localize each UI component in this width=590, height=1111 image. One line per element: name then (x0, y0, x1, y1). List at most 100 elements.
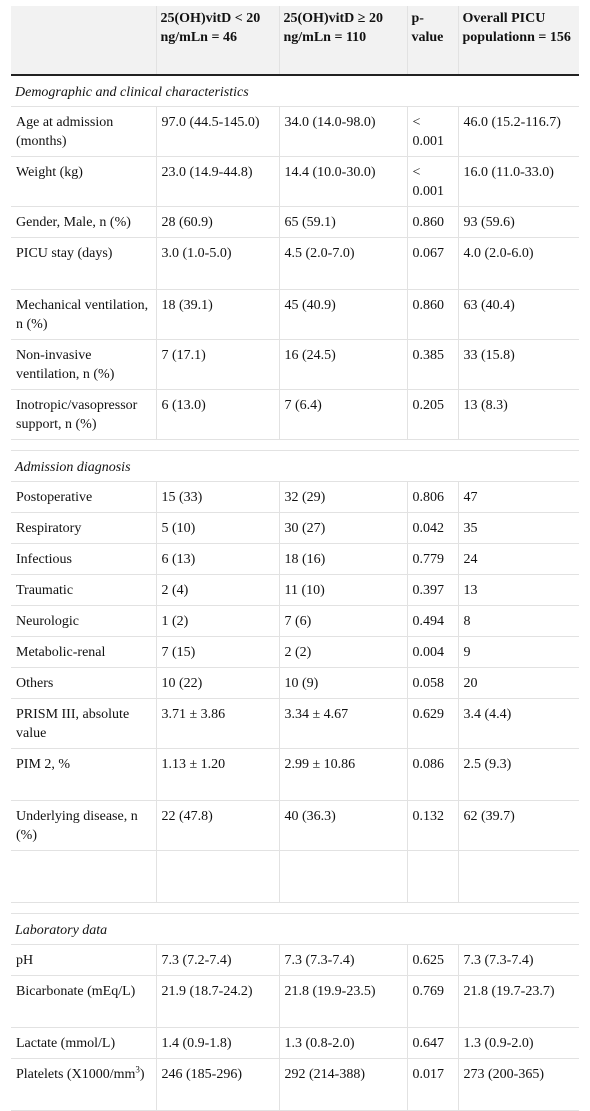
cell-overall: 3.4 (4.4) (457, 698, 579, 749)
cell-ge20: 34.0 (14.0-98.0) (278, 106, 407, 157)
cell-overall: 2.5 (9.3) (457, 748, 579, 801)
section-title: Admission diagnosis (11, 450, 579, 482)
section-header-row: Demographic and clinical characteristics (11, 75, 579, 107)
row-label: pH (11, 944, 156, 976)
table-row: Platelets (X1000/mm3) 246 (185-296) 292 … (11, 1058, 579, 1111)
section-spacer (11, 902, 579, 914)
table-row: PIM 2, % 1.13 ± 1.20 2.99 ± 10.86 0.086 … (11, 748, 579, 801)
cell-lt20: 7 (17.1) (155, 339, 279, 390)
cell-lt20: 1.13 ± 1.20 (155, 748, 279, 801)
cell-overall: 8 (457, 605, 579, 637)
cell-overall: 273 (200-365) (457, 1058, 579, 1111)
table-row: Weight (kg) 23.0 (14.9-44.8) 14.4 (10.0-… (11, 156, 579, 207)
row-label: PICU stay (days) (11, 237, 156, 290)
row-label: Infectious (11, 543, 156, 575)
cell-overall: 20 (457, 667, 579, 699)
table-row: Postoperative 15 (33) 32 (29) 0.806 47 (11, 481, 579, 513)
row-label: PIM 2, % (11, 748, 156, 801)
cell-p-value: 0.806 (406, 481, 458, 513)
cell-ge20: 16 (24.5) (278, 339, 407, 390)
cell-overall: 35 (457, 512, 579, 544)
cell-ge20: 3.34 ± 4.67 (278, 698, 407, 749)
cell-p-value: 0.385 (406, 339, 458, 390)
cell-overall: 47 (457, 481, 579, 513)
cell-p-value: 0.769 (406, 975, 458, 1028)
cell-ge20: 45 (40.9) (278, 289, 407, 340)
cell-lt20 (155, 850, 279, 903)
cell-lt20: 7 (15) (155, 636, 279, 668)
cell-overall: 13 (8.3) (457, 389, 579, 440)
cell-p-value: < 0.001 (406, 106, 458, 157)
cell-p-value: 0.067 (406, 237, 458, 290)
row-label: Neurologic (11, 605, 156, 637)
table-body: Demographic and clinical characteristics… (11, 75, 579, 1111)
cell-ge20: 40 (36.3) (278, 800, 407, 851)
cell-ge20: 2 (2) (278, 636, 407, 668)
cell-overall: 16.0 (11.0-33.0) (457, 156, 579, 207)
cell-lt20: 28 (60.9) (155, 206, 279, 238)
cell-p-value: 0.042 (406, 512, 458, 544)
cell-ge20: 65 (59.1) (278, 206, 407, 238)
row-label: Postoperative (11, 481, 156, 513)
cell-ge20: 7 (6) (278, 605, 407, 637)
cell-ge20: 14.4 (10.0-30.0) (278, 156, 407, 207)
section-header-row: Laboratory data (11, 913, 579, 945)
row-label: Platelets (X1000/mm3) (11, 1058, 156, 1111)
cell-p-value: 0.625 (406, 944, 458, 976)
section-title: Laboratory data (11, 913, 579, 945)
cell-lt20: 5 (10) (155, 512, 279, 544)
table-row: Infectious 6 (13) 18 (16) 0.779 24 (11, 543, 579, 575)
header-p-value: p-value (406, 6, 458, 76)
table-header: 25(OH)vitD < 20 ng/mLn = 46 25(OH)vitD ≥… (11, 6, 579, 76)
cell-ge20: 21.8 (19.9-23.5) (278, 975, 407, 1028)
cell-ge20: 11 (10) (278, 574, 407, 606)
row-label: Metabolic-renal (11, 636, 156, 668)
cell-lt20: 7.3 (7.2-7.4) (155, 944, 279, 976)
characteristics-table: 25(OH)vitD < 20 ng/mLn = 46 25(OH)vitD ≥… (11, 6, 579, 1111)
row-label: Weight (kg) (11, 156, 156, 207)
row-label: PRISM III, absolute value (11, 698, 156, 749)
cell-overall: 4.0 (2.0-6.0) (457, 237, 579, 290)
cell-ge20 (278, 850, 407, 903)
cell-lt20: 23.0 (14.9-44.8) (155, 156, 279, 207)
header-low-vitd: 25(OH)vitD < 20 ng/mLn = 46 (155, 6, 279, 76)
platelets-label: Platelets (X1000/mm (16, 1067, 136, 1082)
row-label: Inotropic/vasopressor support, n (%) (11, 389, 156, 440)
cell-overall: 33 (15.8) (457, 339, 579, 390)
table-row: Gender, Male, n (%) 28 (60.9) 65 (59.1) … (11, 206, 579, 238)
cell-overall: 9 (457, 636, 579, 668)
cell-p-value: 0.860 (406, 206, 458, 238)
header-row: 25(OH)vitD < 20 ng/mLn = 46 25(OH)vitD ≥… (11, 6, 579, 76)
table-row: Bicarbonate (mEq/L) 21.9 (18.7-24.2) 21.… (11, 975, 579, 1028)
cell-p-value: < 0.001 (406, 156, 458, 207)
cell-ge20: 1.3 (0.8-2.0) (278, 1027, 407, 1059)
cell-ge20: 32 (29) (278, 481, 407, 513)
table-row: Traumatic 2 (4) 11 (10) 0.397 13 (11, 574, 579, 606)
table-row: Neurologic 1 (2) 7 (6) 0.494 8 (11, 605, 579, 637)
cell-p-value: 0.004 (406, 636, 458, 668)
cell-overall: 7.3 (7.3-7.4) (457, 944, 579, 976)
cell-p-value: 0.647 (406, 1027, 458, 1059)
table-row: Others 10 (22) 10 (9) 0.058 20 (11, 667, 579, 699)
table-row: Age at admission (months) 97.0 (44.5-145… (11, 106, 579, 157)
table-row: PRISM III, absolute value 3.71 ± 3.86 3.… (11, 698, 579, 749)
row-label: Lactate (mmol/L) (11, 1027, 156, 1059)
cell-lt20: 10 (22) (155, 667, 279, 699)
row-label: Mechanical ventilation, n (%) (11, 289, 156, 340)
cell-lt20: 22 (47.8) (155, 800, 279, 851)
row-label: Underlying disease, n (%) (11, 800, 156, 851)
section-spacer (11, 439, 579, 451)
cell-ge20: 18 (16) (278, 543, 407, 575)
cell-lt20: 3.0 (1.0-5.0) (155, 237, 279, 290)
section-title: Demographic and clinical characteristics (11, 75, 579, 107)
row-label: Age at admission (months) (11, 106, 156, 157)
platelets-label-end: ) (139, 1067, 145, 1082)
table-row: Non-invasive ventilation, n (%) 7 (17.1)… (11, 339, 579, 390)
cell-lt20: 97.0 (44.5-145.0) (155, 106, 279, 157)
cell-lt20: 15 (33) (155, 481, 279, 513)
cell-overall: 1.3 (0.9-2.0) (457, 1027, 579, 1059)
row-label (11, 850, 156, 903)
table-row: Underlying disease, n (%) 22 (47.8) 40 (… (11, 800, 579, 851)
cell-ge20: 30 (27) (278, 512, 407, 544)
row-label: Others (11, 667, 156, 699)
